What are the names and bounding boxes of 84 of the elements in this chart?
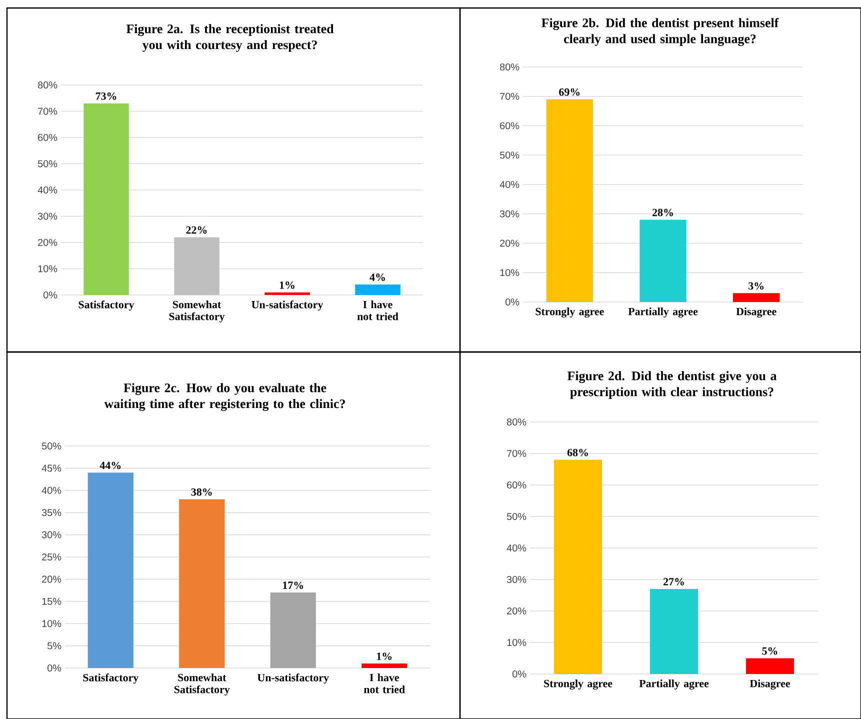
y-tick-label: 35% <box>42 509 62 516</box>
y-tick-label: 0% <box>47 664 62 672</box>
y-tick-label: 40% <box>38 186 58 194</box>
data-label: 73% <box>96 92 116 100</box>
x-tick-label: I have not tried <box>364 674 405 694</box>
y-tick-label: 70% <box>38 108 58 115</box>
bar <box>174 237 220 295</box>
y-tick-label: 50% <box>42 442 62 450</box>
data-label: 1% <box>377 652 392 660</box>
y-tick-label: 0% <box>512 670 526 678</box>
y-tick-label: 5% <box>47 642 62 650</box>
data-label: 68% <box>567 448 588 456</box>
chart-title: Figure 2a. Is the receptionist treated you with courtesy and respect? <box>126 24 334 52</box>
y-tick-label: 45% <box>42 464 62 472</box>
x-tick-label: Somewhat Satisfactory <box>174 674 230 696</box>
y-tick-label: 20% <box>38 238 58 246</box>
data-label: 27% <box>664 578 684 586</box>
x-tick-label: Un-satisfactory <box>257 674 329 684</box>
x-tick-label: Disagree <box>736 308 776 318</box>
y-tick-label: 80% <box>506 418 526 426</box>
x-tick-label: Partially agree <box>628 308 698 318</box>
data-label: 5% <box>762 647 778 655</box>
y-tick-label: 50% <box>38 160 58 168</box>
bar <box>746 658 794 674</box>
bar <box>554 460 602 674</box>
y-tick-label: 50% <box>506 512 526 520</box>
bar <box>546 99 594 302</box>
data-label: 1% <box>280 281 294 289</box>
chart-title: Figure 2b. Did the dentist present himself clearly and used simple language? <box>542 18 779 46</box>
x-tick-label: Satisfactory <box>83 674 139 684</box>
y-tick-label: 20% <box>507 607 526 615</box>
bar <box>355 284 400 295</box>
y-tick-label: 30% <box>38 212 58 220</box>
y-tick-label: 40% <box>42 486 62 494</box>
y-tick-label: 10% <box>500 269 520 276</box>
y-tick-label: 70% <box>500 92 520 100</box>
y-tick-label: 10% <box>507 638 526 646</box>
bar <box>270 592 316 668</box>
y-tick-label: 40% <box>506 544 526 552</box>
y-tick-label: 80% <box>500 63 520 71</box>
y-tick-label: 30% <box>506 576 526 584</box>
x-tick-label: Partially agree <box>639 680 709 690</box>
data-label: 38% <box>191 488 212 496</box>
bar <box>179 499 225 668</box>
y-tick-label: 30% <box>500 210 520 218</box>
bar <box>733 293 780 302</box>
y-tick-label: 70% <box>507 450 526 458</box>
chart-title: Figure 2d. Did the dentist give you a prescription with clear instructions? <box>567 371 777 399</box>
y-tick-label: 0% <box>43 291 58 299</box>
y-tick-label: 25% <box>42 553 62 561</box>
y-tick-label: 10% <box>38 265 58 272</box>
bar <box>640 220 686 302</box>
bar <box>650 588 698 674</box>
y-tick-label: 60% <box>507 481 526 489</box>
x-tick-label: Somewhat Satisfactory <box>169 300 225 322</box>
y-tick-label: 60% <box>38 134 58 142</box>
data-label: 3% <box>748 282 764 290</box>
data-label: 69% <box>559 88 580 96</box>
x-tick-label: Strongly agree <box>536 308 604 318</box>
data-label: 17% <box>283 582 304 589</box>
y-tick-label: 10% <box>42 620 62 628</box>
y-tick-label: 20% <box>42 576 62 583</box>
y-tick-label: 0% <box>505 298 520 306</box>
chart-title: Figure 2c. How do you evaluate the waiting time after registering to the clinic? <box>104 383 345 411</box>
data-label: 28% <box>652 208 673 216</box>
y-tick-label: 80% <box>38 81 58 89</box>
bar <box>362 664 408 668</box>
y-tick-label: 30% <box>42 531 62 538</box>
x-tick-label: I have not tried <box>357 300 398 320</box>
data-label: 22% <box>186 226 207 234</box>
y-tick-label: 50% <box>500 152 520 159</box>
bar <box>84 103 129 295</box>
x-tick-label: Un-satisfactory <box>252 300 324 311</box>
y-tick-label: 40% <box>500 180 520 188</box>
data-label: 4% <box>370 274 385 281</box>
y-tick-label: 15% <box>42 598 62 605</box>
y-tick-label: 60% <box>500 122 520 130</box>
x-tick-label: Disagree <box>750 680 790 690</box>
y-tick-label: 20% <box>500 240 520 247</box>
x-tick-label: Satisfactory <box>78 300 134 311</box>
bar <box>264 292 310 295</box>
data-label: 44% <box>100 462 121 470</box>
bar <box>88 472 134 668</box>
x-tick-label: Strongly agree <box>544 680 612 690</box>
